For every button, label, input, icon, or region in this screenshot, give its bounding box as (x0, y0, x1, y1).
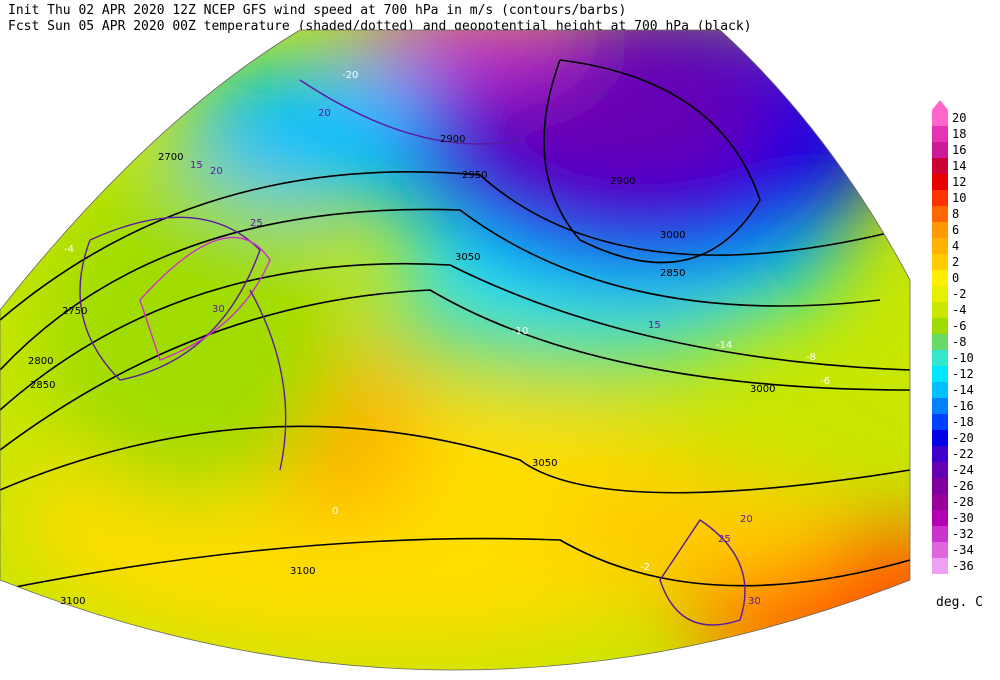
wind-label: 20 (740, 514, 753, 525)
height-label: 3000 (750, 384, 775, 395)
colorbar-arrow (932, 100, 948, 110)
colorbar-swatch (932, 222, 948, 238)
colorbar-swatch (932, 206, 948, 222)
colorbar-label: 12 (952, 175, 966, 189)
colorbar-label: 8 (952, 207, 959, 221)
colorbar-label: -36 (952, 559, 974, 573)
wind-label: 15 (190, 160, 203, 171)
colorbar: 20181614121086420-2-4-6-8-10-12-14-16-18… (932, 100, 974, 574)
colorbar-swatch (932, 334, 948, 350)
wind-label: 15 (648, 320, 661, 331)
temp-label: -4 (64, 244, 74, 255)
colorbar-label: -30 (952, 511, 974, 525)
colorbar-label: -16 (952, 399, 974, 413)
colorbar-swatch (932, 430, 948, 446)
colorbar-swatch (932, 286, 948, 302)
colorbar-label: 14 (952, 159, 966, 173)
colorbar-label: -24 (952, 463, 974, 477)
colorbar-swatch (932, 446, 948, 462)
colorbar-label: 0 (952, 271, 959, 285)
temp-label: -8 (806, 352, 816, 363)
height-label: 3050 (532, 458, 557, 469)
wind-label: 15 (594, 92, 607, 103)
colorbar-swatch (932, 542, 948, 558)
height-label: 2850 (30, 380, 55, 391)
map-labels: 2700 2750 2800 2850 2900 2950 3000 3050 … (28, 70, 830, 607)
colorbar-label: -10 (952, 351, 974, 365)
wind-label: 25 (718, 534, 731, 545)
height-label: 2900 (440, 134, 465, 145)
colorbar-label: -6 (952, 319, 966, 333)
colorbar-swatch (932, 366, 948, 382)
wind-label: 20 (318, 108, 331, 119)
colorbar-swatch (932, 350, 948, 366)
height-label: 3050 (455, 252, 480, 263)
colorbar-label: -22 (952, 447, 974, 461)
temp-label: -2 (640, 562, 650, 573)
colorbar-swatch (932, 190, 948, 206)
colorbar-swatch (932, 414, 948, 430)
colorbar-swatch (932, 494, 948, 510)
header-line: Init Thu 02 APR 2020 12Z NCEP GFS wind s… (8, 3, 626, 18)
colorbar-label: -34 (952, 543, 974, 557)
colorbar-swatch (932, 158, 948, 174)
colorbar-label: -28 (952, 495, 974, 509)
colorbar-label: 16 (952, 143, 966, 157)
colorbar-swatch (932, 462, 948, 478)
colorbar-label: 4 (952, 239, 959, 253)
temp-label: -6 (820, 376, 830, 387)
colorbar-label: -4 (952, 303, 966, 317)
colorbar-swatch (932, 126, 948, 142)
height-label: 3000 (660, 230, 685, 241)
temp-label: -14 (716, 340, 732, 351)
colorbar-label: 6 (952, 223, 959, 237)
height-label: 2950 (462, 170, 487, 181)
wind-label: 30 (212, 304, 225, 315)
colorbar-unit: deg. C (936, 595, 983, 610)
colorbar-swatch (932, 398, 948, 414)
colorbar-label: -8 (952, 335, 966, 349)
colorbar-swatch (932, 254, 948, 270)
colorbar-swatch (932, 174, 948, 190)
colorbar-label: 10 (952, 191, 966, 205)
height-label: 3100 (60, 596, 85, 607)
colorbar-swatch (932, 382, 948, 398)
wind-label: 25 (250, 218, 263, 229)
colorbar-swatch (932, 478, 948, 494)
colorbar-label: -32 (952, 527, 974, 541)
colorbar-label: -18 (952, 415, 974, 429)
colorbar-swatch (932, 270, 948, 286)
colorbar-swatch (932, 318, 948, 334)
height-label: 2800 (28, 356, 53, 367)
colorbar-swatch (932, 238, 948, 254)
height-label: 3100 (290, 566, 315, 577)
colorbar-label: -2 (952, 287, 966, 301)
colorbar-label: 20 (952, 111, 966, 125)
wind-label: 30 (748, 596, 761, 607)
colorbar-label: -26 (952, 479, 974, 493)
height-label: 2750 (62, 306, 87, 317)
colorbar-label: 18 (952, 127, 966, 141)
colorbar-swatch (932, 142, 948, 158)
temp-label: -20 (342, 70, 358, 81)
colorbar-label: 2 (952, 255, 959, 269)
colorbar-swatch (932, 302, 948, 318)
height-label: 2700 (158, 152, 183, 163)
colorbar-label: -20 (952, 431, 974, 445)
height-label: 2850 (660, 268, 685, 279)
temp-label: -10 (512, 326, 528, 337)
colorbar-label: -12 (952, 367, 974, 381)
height-label: 2900 (610, 176, 635, 187)
temp-label: 0 (332, 506, 338, 517)
colorbar-label: -14 (952, 383, 974, 397)
wind-label: 20 (210, 166, 223, 177)
colorbar-swatch (932, 558, 948, 574)
colorbar-swatch (932, 526, 948, 542)
map-border (0, 29, 911, 671)
colorbar-swatch (932, 110, 948, 126)
colorbar-swatch (932, 510, 948, 526)
